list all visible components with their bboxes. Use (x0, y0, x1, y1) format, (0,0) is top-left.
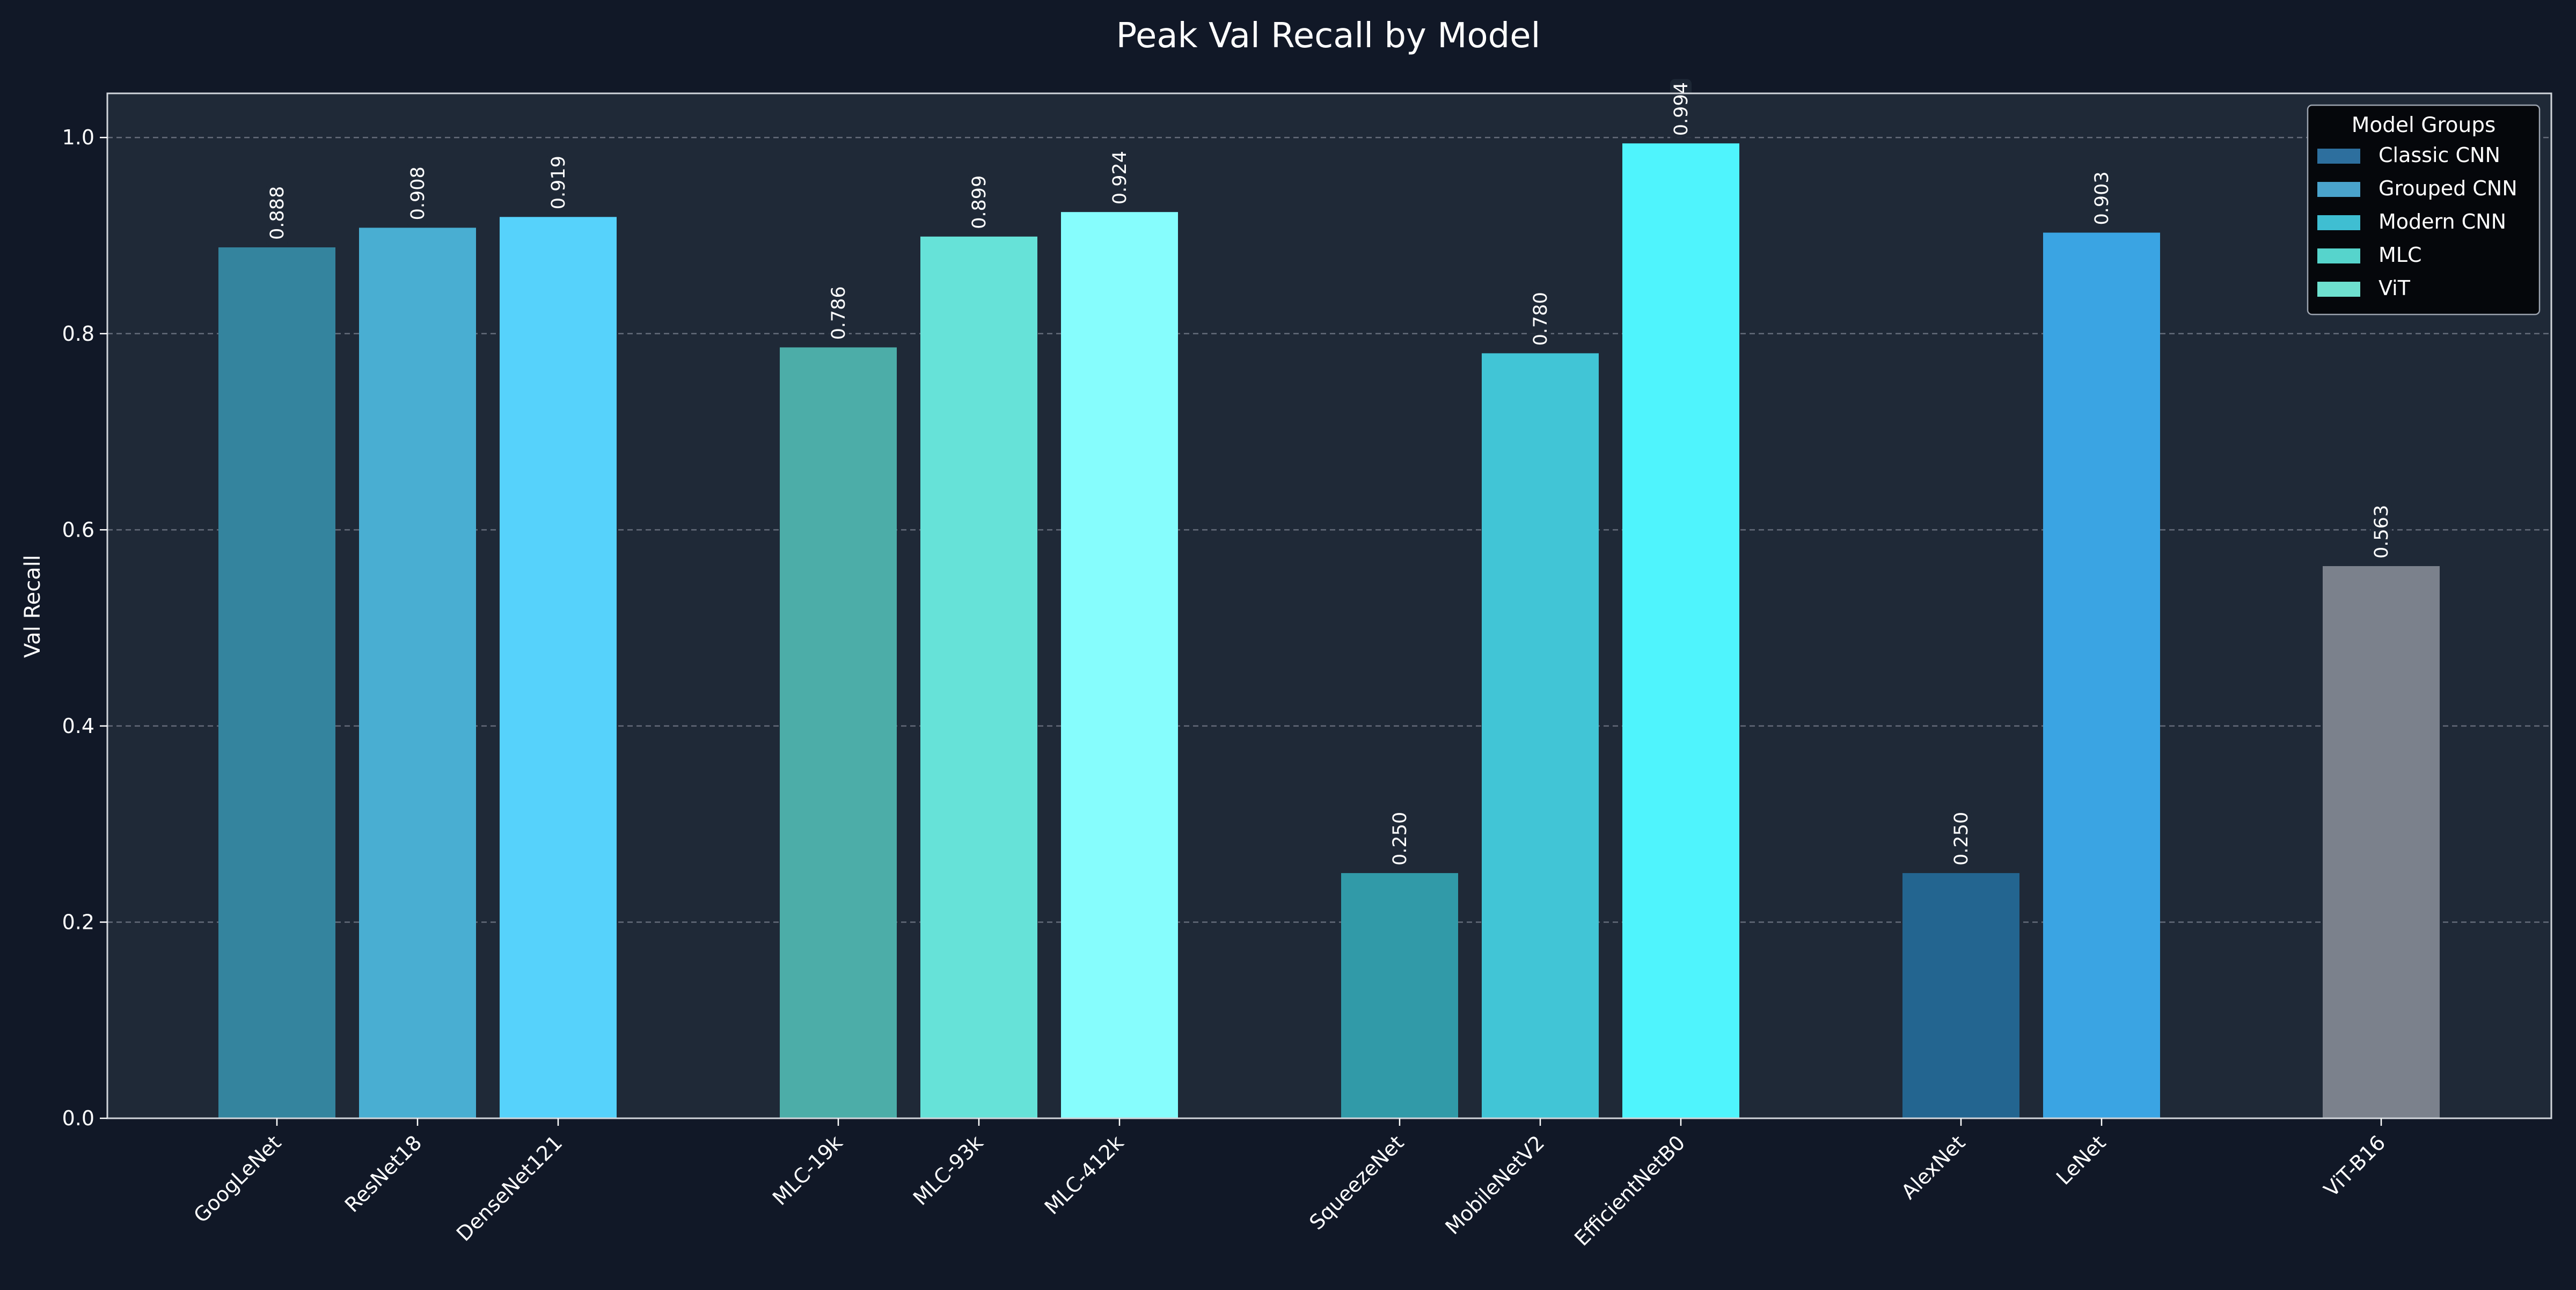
bar-resnet18 (359, 228, 476, 1119)
y-tick-label: 0.4 (62, 714, 94, 738)
bars (218, 143, 2440, 1119)
y-tick-label: 0.0 (62, 1106, 94, 1130)
value-label-text: 0.563 (2371, 505, 2392, 559)
legend-item-label: MLC (2379, 243, 2422, 267)
bar-alexnet (1902, 873, 2019, 1118)
y-tick-label: 0.6 (62, 518, 94, 541)
value-label: 0.899 (968, 172, 990, 236)
value-label-text: 0.908 (407, 166, 429, 220)
value-label: 0.908 (407, 163, 429, 227)
value-label: 0.786 (828, 283, 850, 347)
value-label: 0.903 (2091, 168, 2113, 232)
y-tick-label: 0.2 (62, 910, 94, 934)
legend-swatch (2317, 282, 2360, 297)
value-label: 0.780 (1529, 289, 1552, 353)
bar-googlenet (218, 247, 335, 1119)
axes-frame (106, 92, 2552, 1119)
value-label-text: 0.994 (1671, 82, 1692, 136)
bar-efficientnetb0 (1622, 143, 1739, 1118)
legend-items: Classic CNN Grouped CNN Modern CNN MLC ViT (2317, 143, 2518, 300)
value-label-text: 0.250 (1951, 812, 1972, 866)
bar-squeezenet (1341, 873, 1458, 1118)
value-label-text: 0.919 (548, 156, 569, 209)
value-label-text: 0.250 (1389, 812, 1411, 866)
legend-box (2307, 104, 2541, 316)
bar-vit-b16 (2323, 566, 2440, 1118)
value-label-bg (547, 152, 569, 216)
value-label-text: 0.899 (969, 175, 990, 229)
value-label-text: 0.780 (1530, 292, 1552, 346)
y-tick-label: 0.8 (62, 322, 94, 346)
value-label-bg (828, 283, 849, 347)
value-label-bg (1670, 79, 1692, 143)
value-label: 0.563 (2370, 501, 2392, 565)
value-label-text: 0.924 (1109, 151, 1131, 204)
bar-mlc-93k (920, 236, 1037, 1118)
value-label: 0.919 (547, 152, 569, 216)
value-label: 0.994 (1670, 79, 1692, 143)
y-axis-label: Val Recall (20, 555, 45, 658)
value-label: 0.888 (266, 182, 288, 246)
bar-lenet (2043, 232, 2160, 1119)
legend-swatch (2317, 182, 2360, 197)
value-label-bg (266, 182, 288, 246)
legend-item-label: Classic CNN (2379, 143, 2500, 167)
value-label-bg (1389, 809, 1410, 873)
bar-densenet121 (500, 217, 617, 1119)
legend-title: Model Groups (2352, 113, 2496, 137)
value-labels: 0.888 0.908 0.919 0.786 0.899 0.924 0.250 0.780… (266, 79, 2392, 873)
value-label-bg (1950, 809, 1972, 873)
bar-mlc-19k (780, 347, 897, 1118)
bar-mlc-412k (1061, 212, 1178, 1118)
legend-swatch (2317, 149, 2360, 164)
value-label: 0.250 (1389, 809, 1411, 873)
value-label-bg (1529, 289, 1551, 353)
value-label-bg (2370, 501, 2392, 565)
value-label-text: 0.888 (267, 186, 288, 240)
value-label-bg (407, 163, 428, 227)
value-label: 0.924 (1109, 148, 1131, 211)
value-label-text: 0.903 (2091, 171, 2113, 225)
value-label-bg (968, 172, 990, 236)
bar-mobilenetv2 (1482, 353, 1599, 1119)
value-label-bg (2091, 168, 2112, 232)
legend-item-label: Grouped CNN (2379, 177, 2518, 200)
legend-item-label: Modern CNN (2379, 210, 2506, 233)
y-tick-label: 1.0 (62, 126, 94, 149)
value-label-text: 0.786 (828, 286, 850, 340)
legend-item-label: ViT (2379, 276, 2411, 300)
y-tick-labels: 0.0 0.2 0.4 0.6 0.8 1.0 (62, 126, 107, 1130)
axes (106, 92, 2552, 1119)
value-label-bg (1109, 148, 1130, 211)
legend-swatch (2317, 248, 2360, 263)
legend-swatch (2317, 215, 2360, 230)
chart-title: Peak Val Recall by Model (1116, 16, 1541, 56)
value-label: 0.250 (1950, 809, 1972, 873)
legend: Model Groups Classic CNN Grouped CNN Moder… (2307, 104, 2541, 316)
